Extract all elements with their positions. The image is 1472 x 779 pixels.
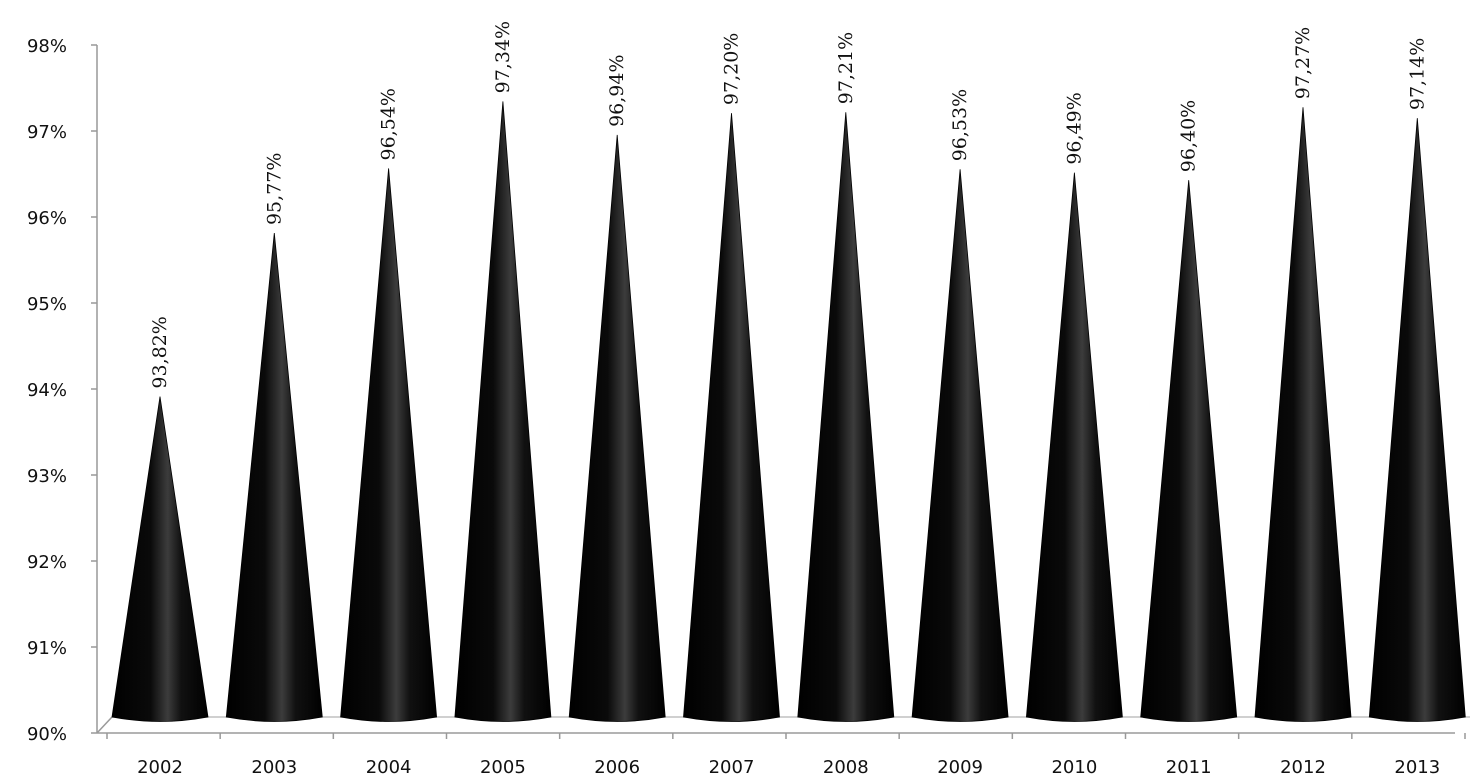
y-tick-label: 93% bbox=[27, 466, 67, 487]
x-tick-label: 2007 bbox=[709, 757, 755, 778]
bar-cone-2010 bbox=[1025, 172, 1123, 722]
data-label-2006: 96,94% bbox=[606, 54, 628, 126]
bar-cone-2013 bbox=[1368, 118, 1466, 722]
x-tick-label: 2005 bbox=[480, 757, 526, 778]
bar-cone-2004 bbox=[340, 168, 438, 722]
x-tick-label: 2006 bbox=[594, 757, 640, 778]
x-tick-label: 2010 bbox=[1051, 757, 1097, 778]
bar-marks bbox=[111, 101, 1466, 722]
data-label-2002: 93,82% bbox=[149, 316, 171, 388]
x-tick-label: 2002 bbox=[137, 757, 183, 778]
x-tick-label: 2013 bbox=[1394, 757, 1440, 778]
x-axis: 2002 2003 2004 2005 2006 2007 2008 2009 2010 2011… bbox=[106, 733, 1466, 778]
x-tick-label: 2008 bbox=[823, 757, 869, 778]
x-tick-label: 2004 bbox=[366, 757, 412, 778]
bar-cone-2005 bbox=[454, 101, 552, 722]
y-tick-label: 94% bbox=[27, 380, 67, 401]
floor-side-line bbox=[96, 716, 113, 734]
data-label-2013: 97,14% bbox=[1406, 38, 1428, 110]
y-tick-label: 96% bbox=[27, 208, 67, 229]
bar-cone-2006 bbox=[568, 134, 666, 722]
y-tick-label: 92% bbox=[27, 552, 67, 573]
data-label-2004: 96,54% bbox=[378, 88, 400, 160]
y-tick-label: 90% bbox=[27, 724, 67, 745]
data-label-2012: 97,27% bbox=[1292, 27, 1314, 99]
data-label-2007: 97,20% bbox=[721, 33, 743, 105]
data-labels: 93,82% 95,77% 96,54% 97,34% 96,94% 97,20% 97,2… bbox=[149, 21, 1428, 389]
x-tick-label: 2003 bbox=[251, 757, 297, 778]
data-label-2003: 95,77% bbox=[263, 153, 285, 225]
bar-cone-2009 bbox=[911, 169, 1009, 722]
data-label-2010: 96,49% bbox=[1063, 92, 1085, 164]
data-label-2009: 96,53% bbox=[949, 89, 971, 161]
x-tick-label: 2012 bbox=[1280, 757, 1326, 778]
bar-cone-2012 bbox=[1254, 107, 1352, 722]
x-tick-label: 2009 bbox=[937, 757, 983, 778]
data-label-2011: 96,40% bbox=[1178, 100, 1200, 172]
plot-floor bbox=[96, 716, 1470, 734]
bar-cone-2011 bbox=[1140, 180, 1238, 722]
bar-cone-2008 bbox=[797, 112, 895, 722]
y-tick-label: 95% bbox=[27, 294, 67, 315]
y-axis: 90% 91% 92% 93% 94% 95% 96% 97% 98% bbox=[27, 36, 98, 745]
bar-cone-2003 bbox=[225, 233, 323, 722]
data-label-2008: 97,21% bbox=[835, 32, 857, 104]
bar-cone-2002 bbox=[111, 396, 209, 722]
y-tick-label: 97% bbox=[27, 122, 67, 143]
y-tick-label: 98% bbox=[27, 36, 67, 57]
y-tick-label: 91% bbox=[27, 638, 67, 659]
x-tick-label: 2011 bbox=[1166, 757, 1212, 778]
bar-cone-2007 bbox=[683, 113, 780, 722]
data-label-2005: 97,34% bbox=[492, 21, 514, 93]
